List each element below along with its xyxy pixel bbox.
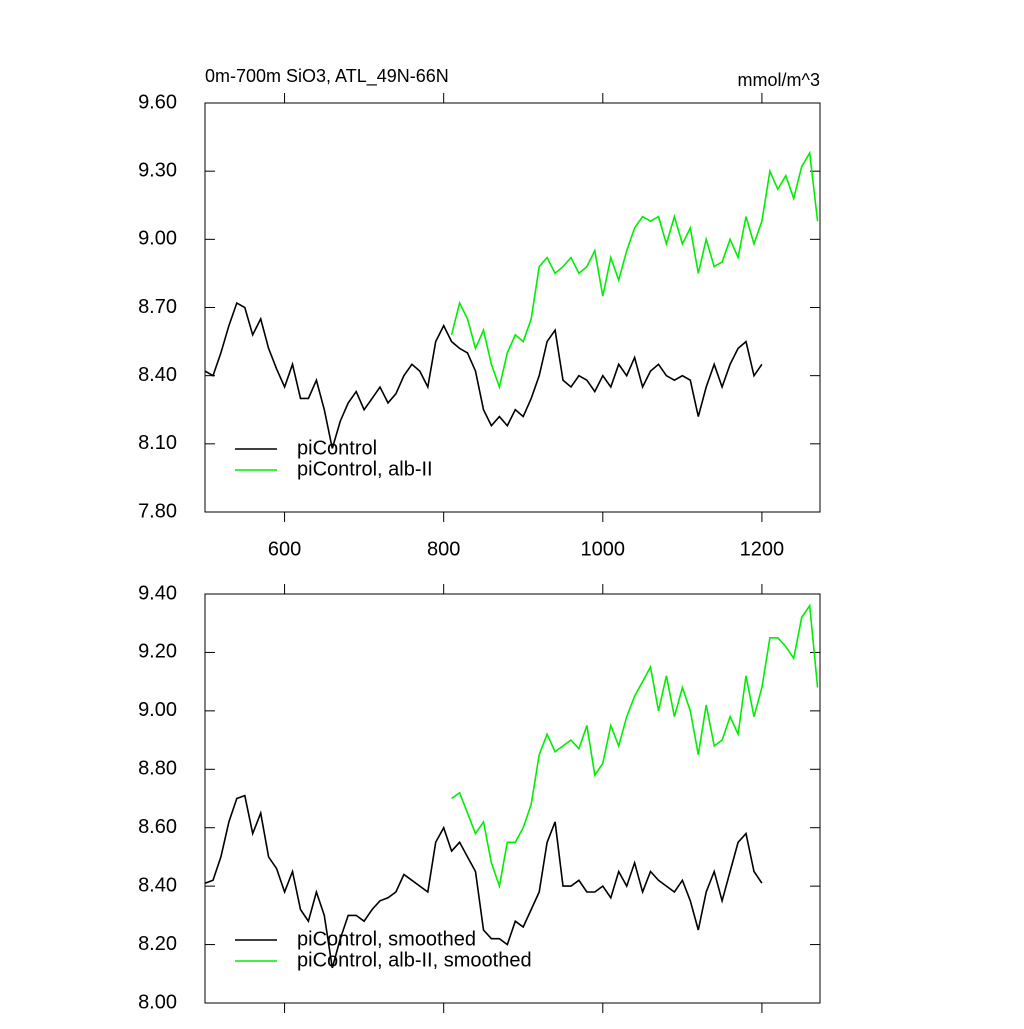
units-label: mmol/m^3 — [738, 70, 820, 90]
y-tick-label: 8.40 — [138, 874, 177, 896]
y-tick-label: 8.40 — [138, 364, 177, 386]
legend-label: piControl, alb-II, smoothed — [297, 949, 532, 971]
legend-label: piControl, alb-II — [297, 458, 433, 480]
y-tick-label: 8.70 — [138, 296, 177, 318]
y-tick-label: 9.20 — [138, 641, 177, 663]
y-tick-label: 9.40 — [138, 582, 177, 604]
x-tick-label: 800 — [427, 538, 460, 560]
y-tick-label: 9.00 — [138, 228, 177, 250]
x-tick-label: 1200 — [740, 538, 785, 560]
legend-label: piControl — [297, 437, 377, 459]
y-tick-label: 8.10 — [138, 432, 177, 454]
chart-title: 0m-700m SiO3, ATL_49N-66N — [205, 66, 449, 87]
y-tick-label: 9.30 — [138, 159, 177, 181]
data-line — [204, 794, 763, 969]
x-tick-label: 600 — [268, 538, 301, 560]
y-tick-label: 8.80 — [138, 758, 177, 780]
y-tick-label: 8.00 — [138, 991, 177, 1013]
data-line — [204, 301, 763, 449]
legend-label: piControl, smoothed — [297, 928, 476, 950]
data-line — [450, 150, 819, 390]
y-tick-label: 8.20 — [138, 933, 177, 955]
y-tick-label: 9.00 — [138, 699, 177, 721]
y-tick-label: 8.60 — [138, 816, 177, 838]
data-line — [451, 603, 819, 890]
y-tick-label: 7.80 — [138, 500, 177, 522]
x-tick-label: 1000 — [581, 538, 626, 560]
plot-frame — [204, 593, 821, 1004]
y-tick-label: 9.60 — [138, 91, 177, 113]
